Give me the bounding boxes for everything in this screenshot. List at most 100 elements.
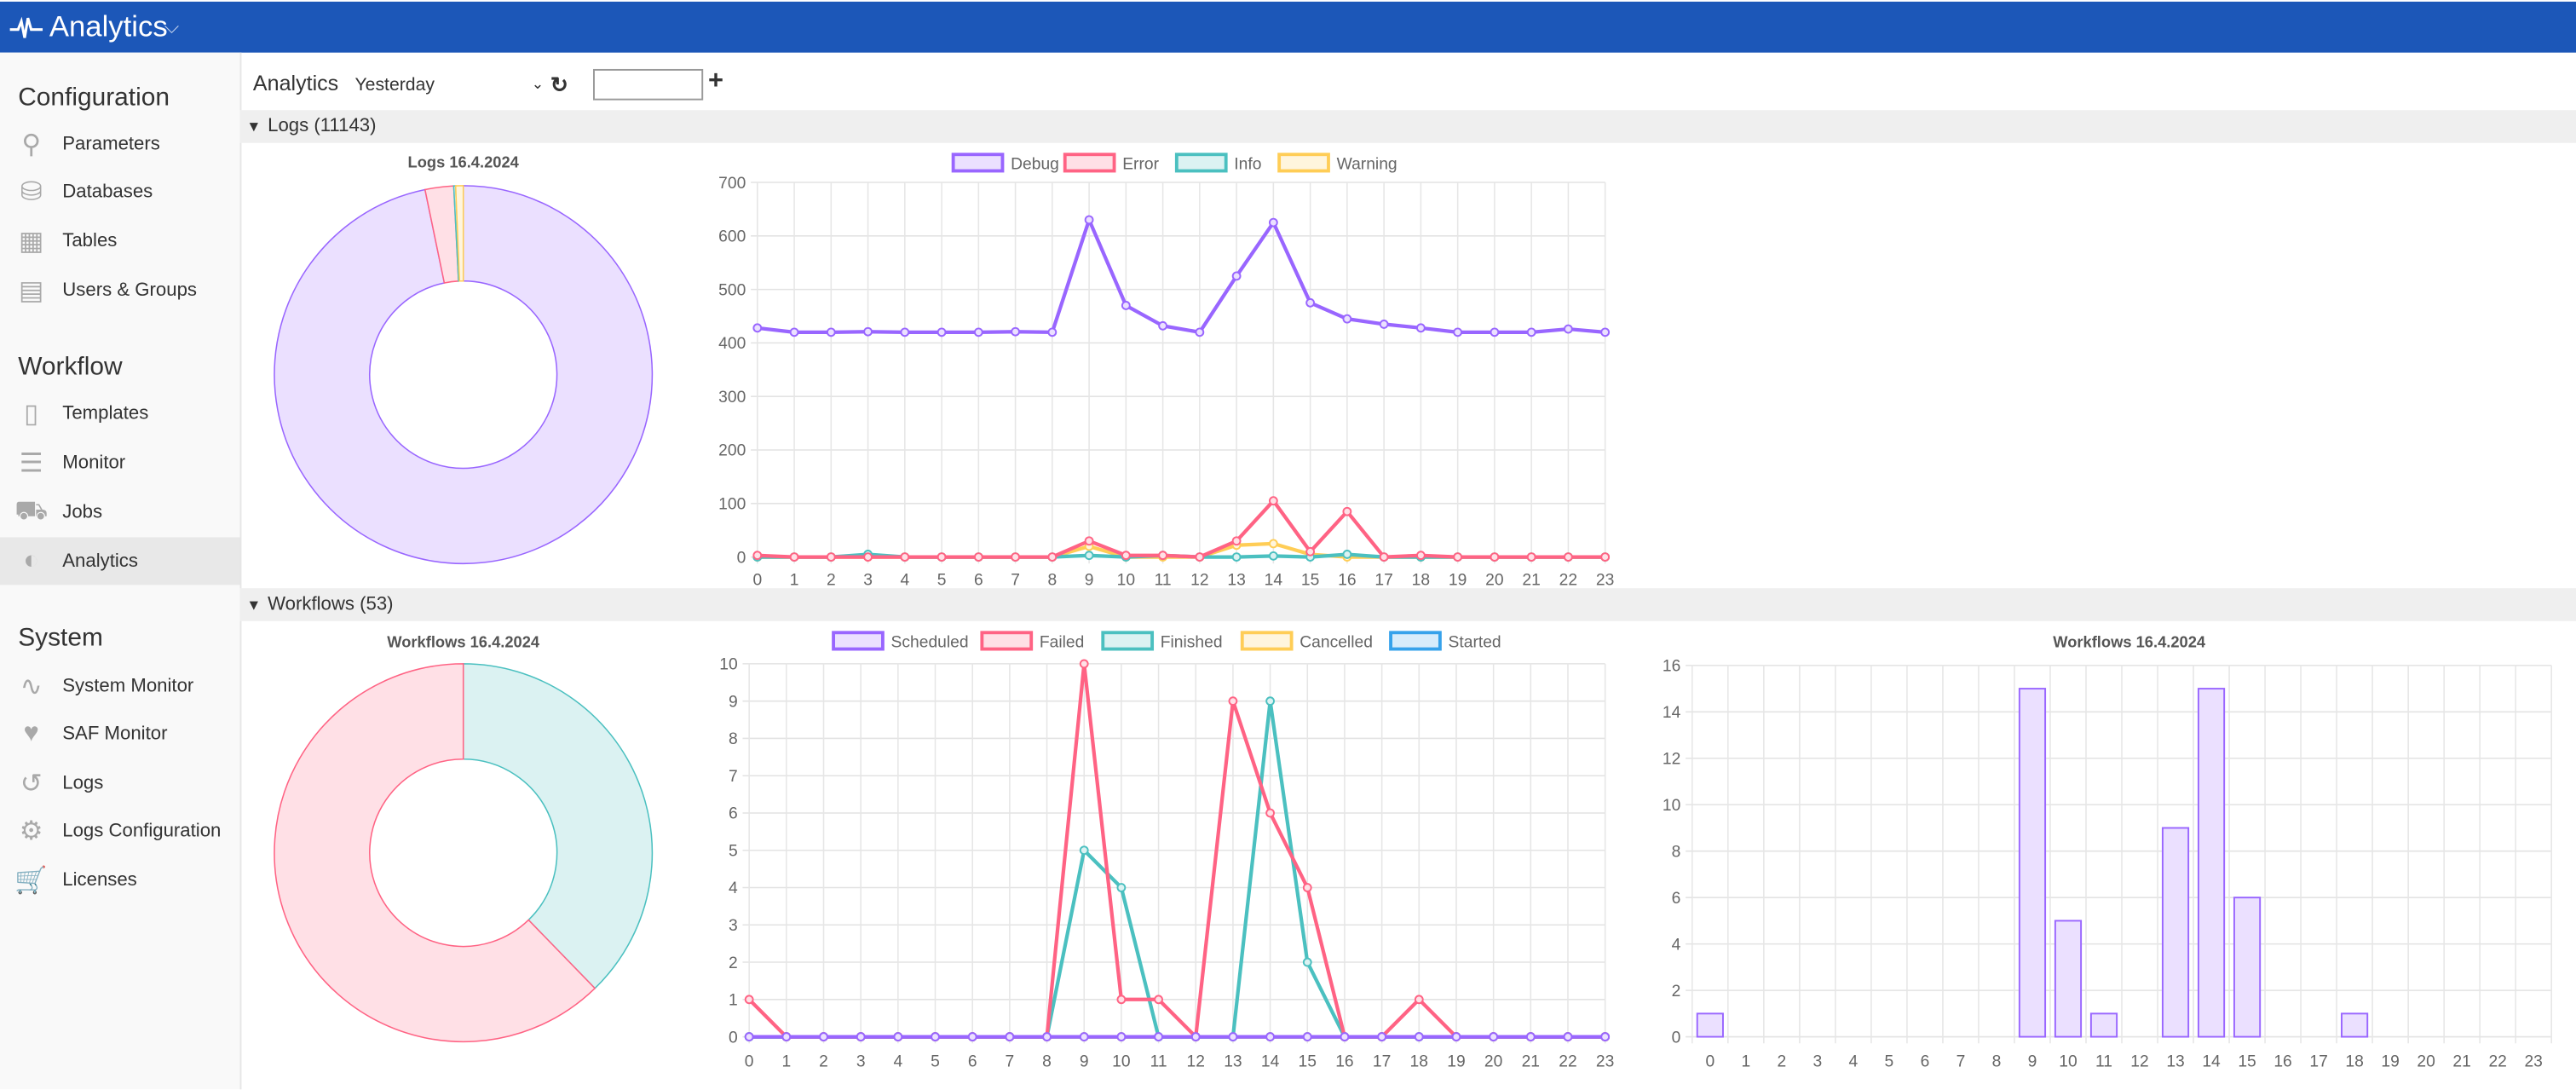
sidebar-item-label: Analytics [62,551,139,571]
x-tick-label: 13 [1227,571,1245,589]
sidebar-item-licenses[interactable]: 🛒 Licenses [0,856,239,903]
table-icon: ▦ [19,228,44,256]
data-point [1379,320,1389,329]
legend-swatch [1063,153,1116,173]
y-tick-label: 6 [1672,890,1681,908]
x-tick-label: 19 [1449,571,1467,589]
x-tick-label: 5 [1885,1053,1894,1070]
x-tick-label: 1 [1742,1053,1751,1070]
x-tick-label: 22 [1559,571,1577,589]
legend-swatch [1101,631,1155,651]
sidebar-item-users-groups[interactable]: ▤ Users & Groups [0,266,239,314]
x-tick-label: 21 [1522,571,1540,589]
caret-down-icon: ▼ [246,596,262,614]
data-point [1525,1032,1536,1041]
data-point [973,552,983,562]
data-point [1231,536,1242,546]
data-point [900,552,910,562]
y-tick-label: 0 [729,1029,738,1047]
series-line-error [757,498,1605,559]
add-icon[interactable]: + [707,67,723,95]
data-point [1302,957,1312,967]
sidebar-item-monitor[interactable]: ☰ Monitor [0,439,239,487]
sidebar-item-analytics[interactable]: ◐ Analytics [0,537,240,585]
donut-slice [454,185,464,282]
gear-icon: ⚙ [19,817,43,845]
sidebar-item-label: Jobs [62,502,103,522]
workflows-section-toggle[interactable]: ▼ Workflows (53) [239,588,2576,621]
x-tick-label: 3 [863,571,873,589]
data-point [1116,1032,1127,1041]
date-input[interactable] [593,68,704,101]
x-tick-label: 14 [2202,1053,2221,1070]
x-tick-label: 2 [819,1053,828,1070]
x-tick-label: 0 [1705,1053,1714,1070]
data-point [1414,995,1424,1005]
x-tick-label: 20 [1485,571,1503,589]
data-point [1268,551,1278,561]
taxi-icon: ⛟ [14,497,49,525]
x-tick-label: 10 [2059,1053,2077,1070]
logs-donut-title: Logs 16.4.2024 [407,154,519,173]
sidebar-item-saf-monitor[interactable]: ♥ SAF Monitor [0,710,239,758]
sidebar-item-logs[interactable]: ↺ Logs [0,759,239,807]
y-tick-label: 16 [1663,658,1680,676]
chevron-down-icon[interactable]: ⌵ [164,14,180,38]
sidebar-item-jobs[interactable]: ⛟ Jobs [0,488,239,536]
data-point [936,327,947,337]
x-tick-label: 14 [1265,571,1283,589]
data-point [900,327,910,337]
data-point [826,327,836,337]
data-point [1228,1032,1238,1041]
y-tick-label: 1 [729,992,738,1010]
legend-swatch [980,631,1034,651]
x-tick-label: 17 [1373,1053,1391,1070]
data-point [1453,327,1463,337]
x-tick-label: 18 [1412,571,1430,589]
data-point [1563,1032,1573,1041]
chevron-down-icon: ⌄ [531,75,545,92]
sidebar-section-title: Configuration [18,84,170,112]
sidebar-item-logs-configuration[interactable]: ⚙ Logs Configuration [0,807,239,855]
caret-down-icon: ▼ [246,118,262,136]
app-title[interactable]: Analytics [49,9,168,43]
y-tick-label: 10 [719,656,737,674]
data-point [781,1032,792,1041]
data-point [1154,995,1163,1005]
refresh-icon[interactable]: ↻ [550,72,568,97]
x-tick-label: 20 [2417,1053,2435,1070]
x-tick-label: 3 [1813,1053,1823,1070]
range-select[interactable]: Yesterday ⌄ [350,71,545,99]
history-icon: ↺ [20,770,43,799]
x-tick-label: 1 [790,571,799,589]
sidebar-item-tables[interactable]: ▦ Tables [0,216,239,264]
data-point [789,552,799,562]
x-tick-label: 8 [1042,1053,1052,1070]
sidebar-item-databases[interactable]: ⛁ Databases [0,168,239,216]
sidebar-item-templates[interactable]: ▯ Templates [0,389,239,437]
data-point [1305,297,1316,308]
bar [1696,1012,1724,1038]
sidebar-item-label: Tables [62,230,118,251]
data-point [1079,659,1089,669]
sidebar-section-title: System [18,624,103,653]
x-tick-label: 16 [2273,1053,2291,1070]
y-tick-label: 8 [729,730,738,748]
data-point [1228,696,1238,706]
workflows-donut-title: Workflows 16.4.2024 [387,634,540,653]
workflows-donut-chart [274,663,654,1043]
logs-section-toggle[interactable]: ▼ Logs (11143) [239,110,2576,143]
chip-icon: ▯ [24,400,39,429]
data-point [1526,552,1536,562]
legend-swatch [1277,153,1330,173]
sidebar-item-system-monitor[interactable]: ∿ System Monitor [0,662,239,710]
x-tick-label: 21 [1522,1053,1540,1070]
data-point [1302,1032,1312,1041]
legend-swatch [832,631,885,651]
sidebar-item-parameters[interactable]: ⚲ Parameters [0,120,239,168]
legend-label: Failed [1040,634,1084,652]
sidebar: Configuration ⚲ Parameters ⛁ Databases ▦ Table… [0,52,242,1090]
x-tick-label: 22 [2488,1053,2506,1070]
